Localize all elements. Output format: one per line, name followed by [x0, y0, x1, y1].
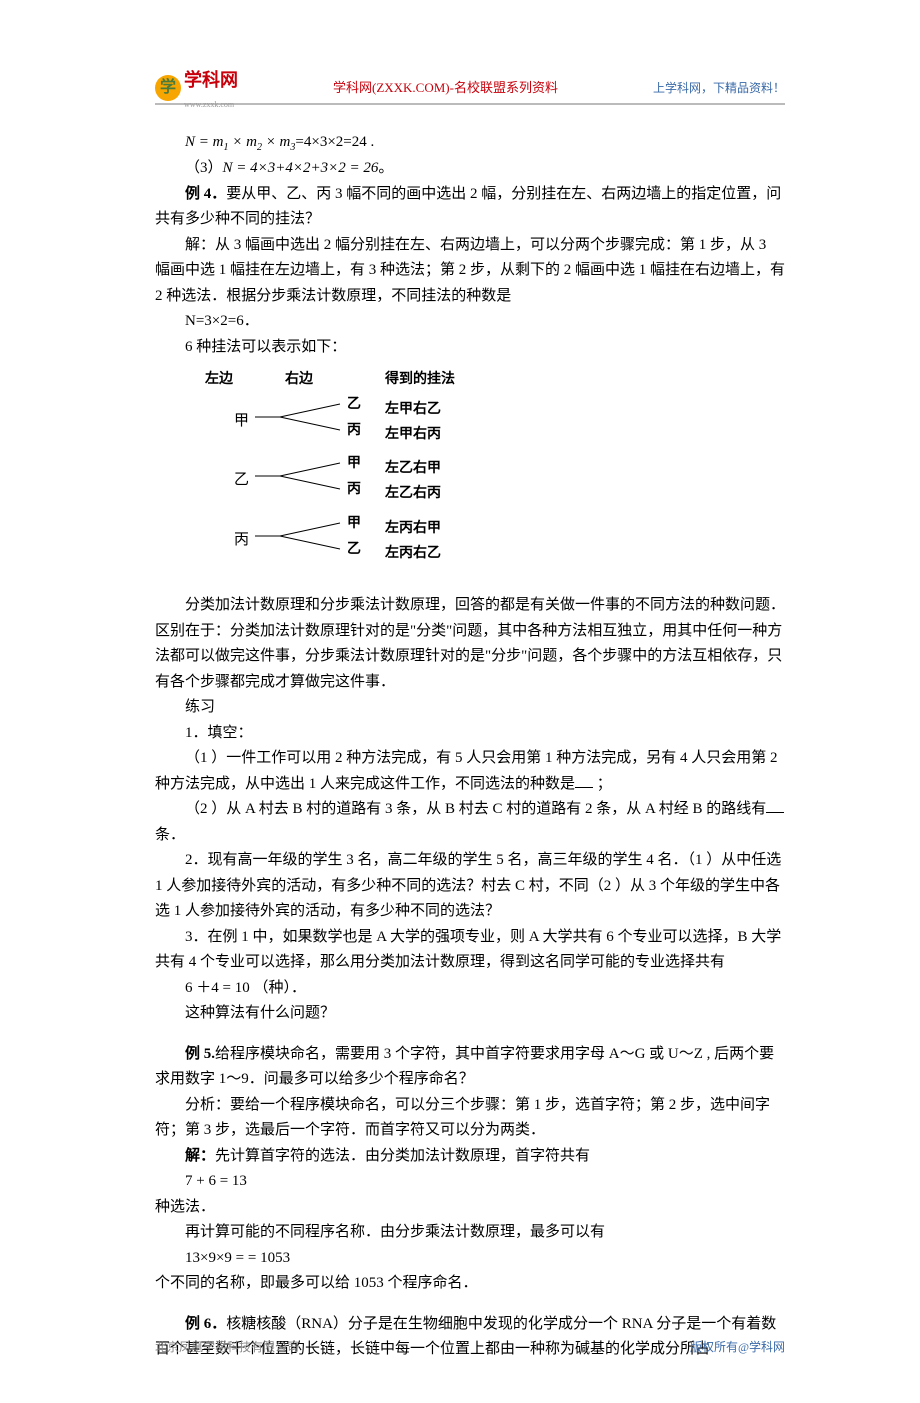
tree-results: 左甲右乙左甲右丙 [375, 397, 441, 447]
tree-header-result: 得到的挂法 [385, 368, 505, 392]
example-4-eq: N=3×2=6． [155, 309, 785, 335]
example-5-p3: 再计算可能的不同程序名称．由分步乘法计数原理，最多可以有 [155, 1220, 785, 1246]
tree-group: 乙 甲 丙 左乙右甲左乙右丙 [205, 451, 785, 511]
tree-header-right: 右边 [285, 368, 385, 392]
example-5-p2: 种选法． [155, 1195, 785, 1221]
tree-group: 丙 甲 乙 左丙右甲左丙右乙 [205, 511, 785, 571]
tree-left-label: 甲 [205, 409, 255, 435]
page-footer: 北京凤凰学易科技有限公司 版权所有@学科网 [155, 1337, 785, 1357]
logo-text: 学科网 [184, 65, 238, 96]
tree-group: 甲 乙 丙 左甲右乙左甲右丙 [205, 392, 785, 452]
example-5-p4: 个不同的名称，即最多可以给 1053 个程序命名． [155, 1271, 785, 1297]
tree-header-left: 左边 [205, 368, 285, 392]
svg-text:乙: 乙 [347, 541, 361, 557]
tree-results: 左乙右甲左乙右丙 [375, 456, 441, 506]
tree-left-label: 乙 [205, 468, 255, 494]
tree-result-item: 左甲右丙 [385, 422, 441, 447]
example-5-analysis: 分析：要给一个程序模块命名，可以分三个步骤：第 1 步，选首字符；第 2 步，选… [155, 1093, 785, 1144]
practice-label: 练习 [155, 695, 785, 721]
blank-1 [575, 774, 593, 788]
svg-text:甲: 甲 [347, 515, 361, 531]
practice-3-q: 这种算法有什么问题？ [155, 1001, 785, 1027]
practice-1-label: 1．填空： [155, 721, 785, 747]
practice-2: 2．现有高一年级的学生 3 名，高二年级的学生 5 名，高三年级的学生 4 名．… [155, 848, 785, 925]
tree-result-item: 左丙右甲 [385, 516, 441, 541]
svg-text:乙: 乙 [347, 396, 361, 412]
practice-1-1: （1 ）一件工作可以用 2 种方法完成，有 5 人只会用第 1 种方法完成，另有… [155, 746, 785, 797]
svg-text:丙: 丙 [347, 481, 361, 497]
practice-3: 3．在例 1 中，如果数学也是 A 大学的强项专业，则 A 大学共有 6 个专业… [155, 925, 785, 976]
tree-branch-svg: 乙 丙 [255, 392, 375, 442]
tree-branch-svg: 甲 乙 [255, 511, 375, 561]
tree-result-item: 左乙右丙 [385, 481, 441, 506]
tree-left-label: 丙 [205, 528, 255, 554]
tree-result-item: 左丙右乙 [385, 541, 441, 566]
formula-2: （3）N = 4×3+4×2+3×2 = 26。 [155, 156, 785, 182]
logo-sub: www.zxxk.com [184, 98, 238, 112]
example-4-solution: 解：从 3 幅画中选出 2 幅分别挂在左、右两边墙上，可以分两个步骤完成：第 1… [155, 233, 785, 310]
blank-2 [766, 799, 784, 813]
tree-result-item: 左乙右甲 [385, 456, 441, 481]
example-5-eq2: 13×9×9 = = 1053 [155, 1246, 785, 1272]
header-center: 学科网(ZXXK.COM)-名校联盟系列资料 [238, 77, 653, 99]
tree-header: 左边 右边 得到的挂法 [205, 368, 785, 392]
summary-text: 分类加法计数原理和分步乘法计数原理，回答的都是有关做一件事的不同方法的种数问题．… [155, 593, 785, 695]
tree-results: 左丙右甲左丙右乙 [375, 516, 441, 566]
footer-left: 北京凤凰学易科技有限公司 [155, 1337, 299, 1357]
tree-branch-svg: 甲 丙 [255, 451, 375, 501]
example-5-eq1: 7 + 6 = 13 [155, 1169, 785, 1195]
tree-diagram: 左边 右边 得到的挂法 甲 乙 丙 左甲右乙左甲右丙乙 甲 丙 左乙右甲左乙右丙… [205, 368, 785, 570]
practice-3-eq: 6 ＋4 = 10 （种）． [155, 976, 785, 1002]
document-content: N = m1 × m2 × m3=4×3×2=24 . （3）N = 4×3+4… [155, 130, 785, 1363]
logo: 学 学科网 www.zxxk.com [155, 65, 238, 111]
practice-1-2: （2 ）从 A 村去 B 村的道路有 3 条，从 B 村去 C 村的道路有 2 … [155, 797, 785, 848]
header-right: 上学科网，下精品资料！ [653, 78, 785, 98]
example-5-solution: 解：先计算首字符的选法．由分类加法计数原理，首字符共有 [155, 1144, 785, 1170]
svg-text:丙: 丙 [347, 422, 361, 438]
example-4-p2: 6 种挂法可以表示如下： [155, 335, 785, 361]
svg-text:甲: 甲 [347, 455, 361, 471]
example-5-question: 例 5.给程序模块命名，需要用 3 个字符，其中首字符要求用字母 A～G 或 U… [155, 1042, 785, 1093]
footer-right: 版权所有@学科网 [690, 1337, 785, 1357]
example-4-question: 例 4．要从甲、乙、丙 3 幅不同的画中选出 2 幅，分别挂在左、右两边墙上的指… [155, 182, 785, 233]
page-header: 学 学科网 www.zxxk.com 学科网(ZXXK.COM)-名校联盟系列资… [155, 75, 785, 105]
formula-1: N = m1 × m2 × m3=4×3×2=24 . [155, 130, 785, 156]
tree-result-item: 左甲右乙 [385, 397, 441, 422]
logo-icon: 学 [155, 75, 181, 101]
